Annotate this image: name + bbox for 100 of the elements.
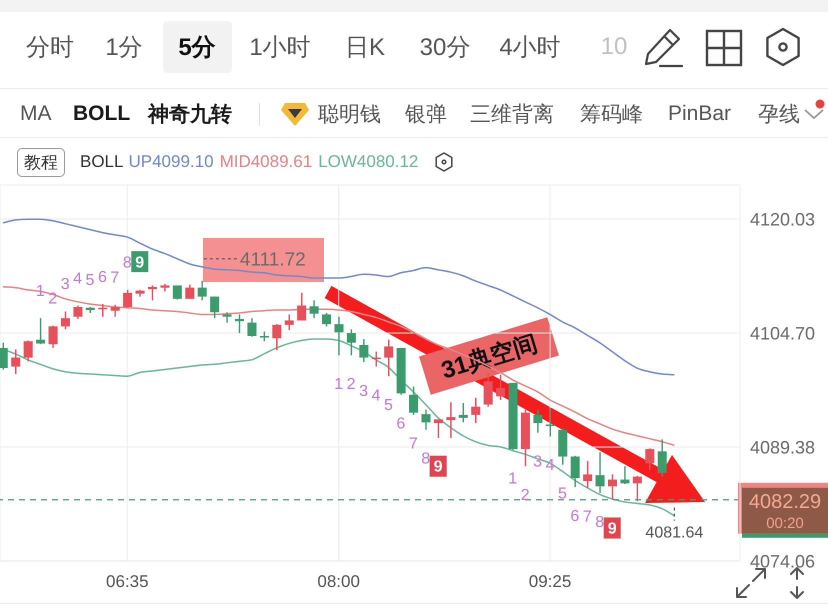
- text: LOW4080.12: [318, 152, 418, 172]
- text: 孕线: [758, 102, 800, 128]
- candlestick: [658, 438, 667, 478]
- candlestick: [172, 284, 182, 300]
- candlestick: [260, 330, 269, 342]
- candlestick: [185, 284, 194, 300]
- candlestick: [533, 408, 542, 434]
- candlestick: [346, 328, 356, 356]
- text: 1小时: [249, 33, 311, 63]
- annotation: 3: [60, 276, 70, 294]
- annotation: 6: [98, 268, 107, 286]
- annotation: 4111.72: [240, 250, 306, 271]
- legend-title: BOLL: [80, 152, 124, 172]
- text: 1分: [105, 33, 143, 63]
- annotation: 2: [520, 486, 530, 504]
- candlestick: [620, 466, 630, 485]
- annotation: 9: [608, 520, 617, 538]
- candlestick: [334, 316, 344, 356]
- text: BOLL: [73, 102, 130, 126]
- annotation: 7: [408, 436, 418, 453]
- candlestick: [36, 317, 46, 345]
- annotation: 3: [359, 382, 368, 400]
- candlestick: [272, 323, 282, 351]
- annotation: 4081.64: [645, 524, 704, 542]
- y-tick-label: 4120.03: [750, 209, 816, 230]
- annotation: 5: [86, 272, 95, 289]
- annotation: 1: [334, 376, 344, 394]
- text: 00:20: [766, 515, 804, 532]
- annotation: 4: [73, 270, 82, 288]
- candlestick: [210, 296, 220, 319]
- candlestick: [409, 386, 418, 416]
- candlestick: [0, 342, 8, 370]
- annotation: 7: [582, 508, 592, 526]
- candlestick: [359, 338, 368, 363]
- candlestick: [198, 280, 207, 302]
- annotation: 7: [110, 270, 120, 287]
- candlestick: [608, 474, 617, 500]
- y-tick-label: 4104.70: [750, 323, 816, 344]
- annotation: 9: [434, 458, 443, 476]
- text: 日K: [344, 33, 386, 63]
- annotation: 4: [372, 387, 381, 404]
- candlestick: [570, 455, 580, 488]
- text: UP4099.10: [128, 152, 214, 172]
- candlestick: [632, 475, 642, 502]
- candlestick: [421, 408, 430, 430]
- candlestick: [148, 284, 157, 302]
- candlestick: [310, 300, 319, 319]
- candlestick: [123, 289, 132, 308]
- text: 4082.29: [748, 490, 822, 513]
- annotation: 8: [122, 254, 132, 272]
- annotation: 8: [421, 450, 430, 468]
- y-tick-label: 4089.38: [750, 437, 816, 458]
- text: 银弹: [405, 102, 447, 128]
- x-tick-label: 09:25: [528, 572, 572, 592]
- candlestick: [384, 339, 394, 377]
- text: 10: [600, 33, 628, 61]
- text: 筹码峰: [580, 102, 643, 128]
- candlestick: [446, 402, 456, 439]
- button: 教程: [17, 148, 65, 177]
- text: MID4089.61: [220, 152, 312, 172]
- text: 5分: [178, 33, 216, 63]
- candlestick: [434, 418, 443, 439]
- candlestick: [645, 448, 654, 471]
- text: 三维背离: [470, 102, 554, 128]
- candlestick: [110, 304, 120, 318]
- line-series: [2, 218, 676, 376]
- candlestick: [583, 460, 592, 488]
- candlestick: [11, 348, 20, 375]
- candlestick: [496, 374, 506, 401]
- y-tick-label: 4074.06: [750, 551, 816, 572]
- text: 30分: [420, 33, 470, 63]
- candlestick: [60, 310, 70, 330]
- candlestick: [222, 312, 232, 324]
- candlestick: [471, 397, 480, 424]
- text: 分时: [26, 33, 74, 63]
- candlestick: [48, 324, 58, 349]
- annotation: 9: [135, 254, 144, 272]
- candlestick: [247, 317, 256, 338]
- candlestick: [458, 402, 468, 424]
- candlestick: [372, 350, 381, 368]
- annotation: 5: [384, 396, 393, 414]
- text: 聪明钱: [318, 102, 381, 128]
- text: PinBar: [668, 102, 732, 126]
- annotation: 5: [558, 485, 568, 502]
- candlestick: [73, 304, 82, 320]
- candlestick: [322, 312, 332, 328]
- candlestick: [284, 314, 294, 331]
- annotation: 1: [508, 470, 518, 488]
- annotation: 2: [346, 376, 356, 394]
- annotation: 6: [396, 416, 406, 433]
- candlestick: [98, 303, 108, 318]
- candlestick: [596, 451, 605, 494]
- x-tick-label: 08:00: [317, 572, 360, 592]
- annotation: 6: [570, 508, 580, 525]
- candlestick: [24, 340, 33, 362]
- text: 4小时: [499, 33, 561, 63]
- candlestick: [546, 407, 555, 438]
- text: MA: [20, 102, 52, 126]
- candlestick: [297, 292, 306, 322]
- x-tick-label: 06:35: [106, 572, 149, 592]
